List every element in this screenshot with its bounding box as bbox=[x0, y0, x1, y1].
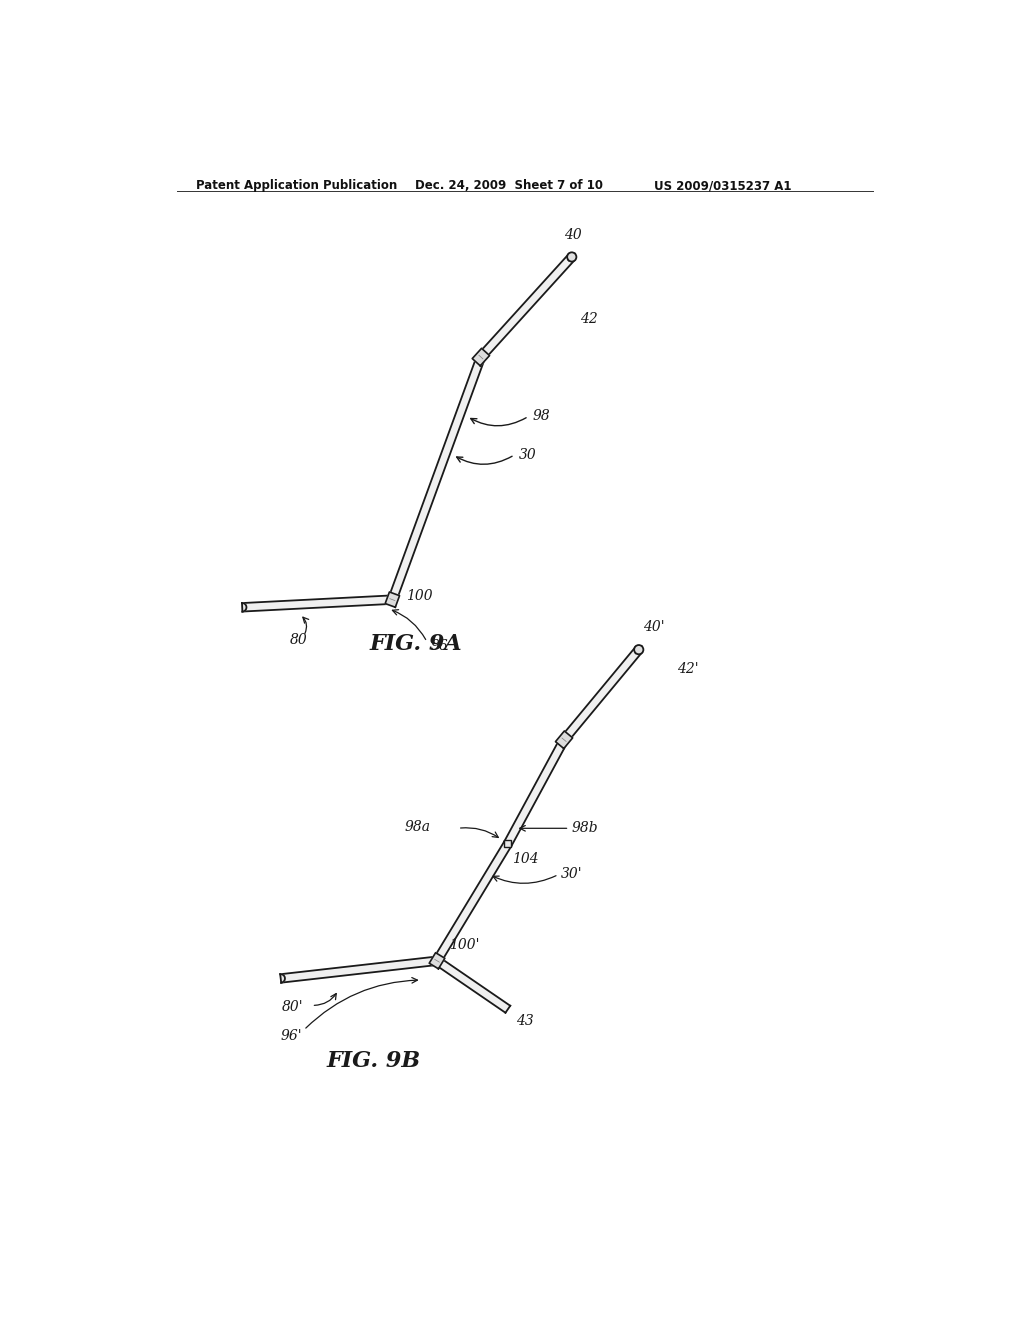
Polygon shape bbox=[472, 348, 489, 366]
Text: 96: 96 bbox=[431, 639, 449, 653]
Polygon shape bbox=[385, 591, 399, 607]
Text: 40: 40 bbox=[564, 227, 583, 242]
Text: Dec. 24, 2009  Sheet 7 of 10: Dec. 24, 2009 Sheet 7 of 10 bbox=[416, 180, 603, 193]
Polygon shape bbox=[504, 738, 567, 846]
Text: 30': 30' bbox=[561, 867, 583, 882]
Polygon shape bbox=[429, 953, 444, 969]
Text: FIG. 9B: FIG. 9B bbox=[327, 1049, 421, 1072]
Text: 96': 96' bbox=[281, 1030, 302, 1043]
Text: 100': 100' bbox=[449, 939, 479, 952]
Text: 80: 80 bbox=[290, 632, 307, 647]
Polygon shape bbox=[281, 957, 437, 982]
Text: 98a: 98a bbox=[404, 820, 431, 834]
Polygon shape bbox=[242, 595, 392, 611]
Text: FIG. 9A: FIG. 9A bbox=[370, 632, 462, 655]
Text: 98b: 98b bbox=[571, 821, 598, 836]
Text: Patent Application Publication: Patent Application Publication bbox=[196, 180, 397, 193]
Text: 100: 100 bbox=[407, 589, 433, 603]
Text: 42: 42 bbox=[581, 312, 598, 326]
Text: 42': 42' bbox=[677, 661, 699, 676]
Text: 104: 104 bbox=[512, 853, 539, 866]
Text: US 2009/0315237 A1: US 2009/0315237 A1 bbox=[654, 180, 792, 193]
Circle shape bbox=[634, 645, 643, 655]
Polygon shape bbox=[281, 974, 285, 982]
Text: 43: 43 bbox=[515, 1014, 534, 1028]
Bar bbox=[505, 841, 511, 847]
Polygon shape bbox=[242, 603, 247, 611]
Polygon shape bbox=[433, 842, 511, 962]
Polygon shape bbox=[561, 647, 642, 742]
Circle shape bbox=[567, 252, 577, 261]
Polygon shape bbox=[434, 957, 510, 1012]
Polygon shape bbox=[555, 731, 572, 748]
Text: 30: 30 bbox=[518, 447, 537, 462]
Polygon shape bbox=[388, 355, 485, 601]
Text: 98: 98 bbox=[532, 409, 550, 424]
Text: 80': 80' bbox=[283, 1001, 304, 1014]
Text: 40': 40' bbox=[643, 620, 665, 635]
Polygon shape bbox=[478, 255, 574, 360]
